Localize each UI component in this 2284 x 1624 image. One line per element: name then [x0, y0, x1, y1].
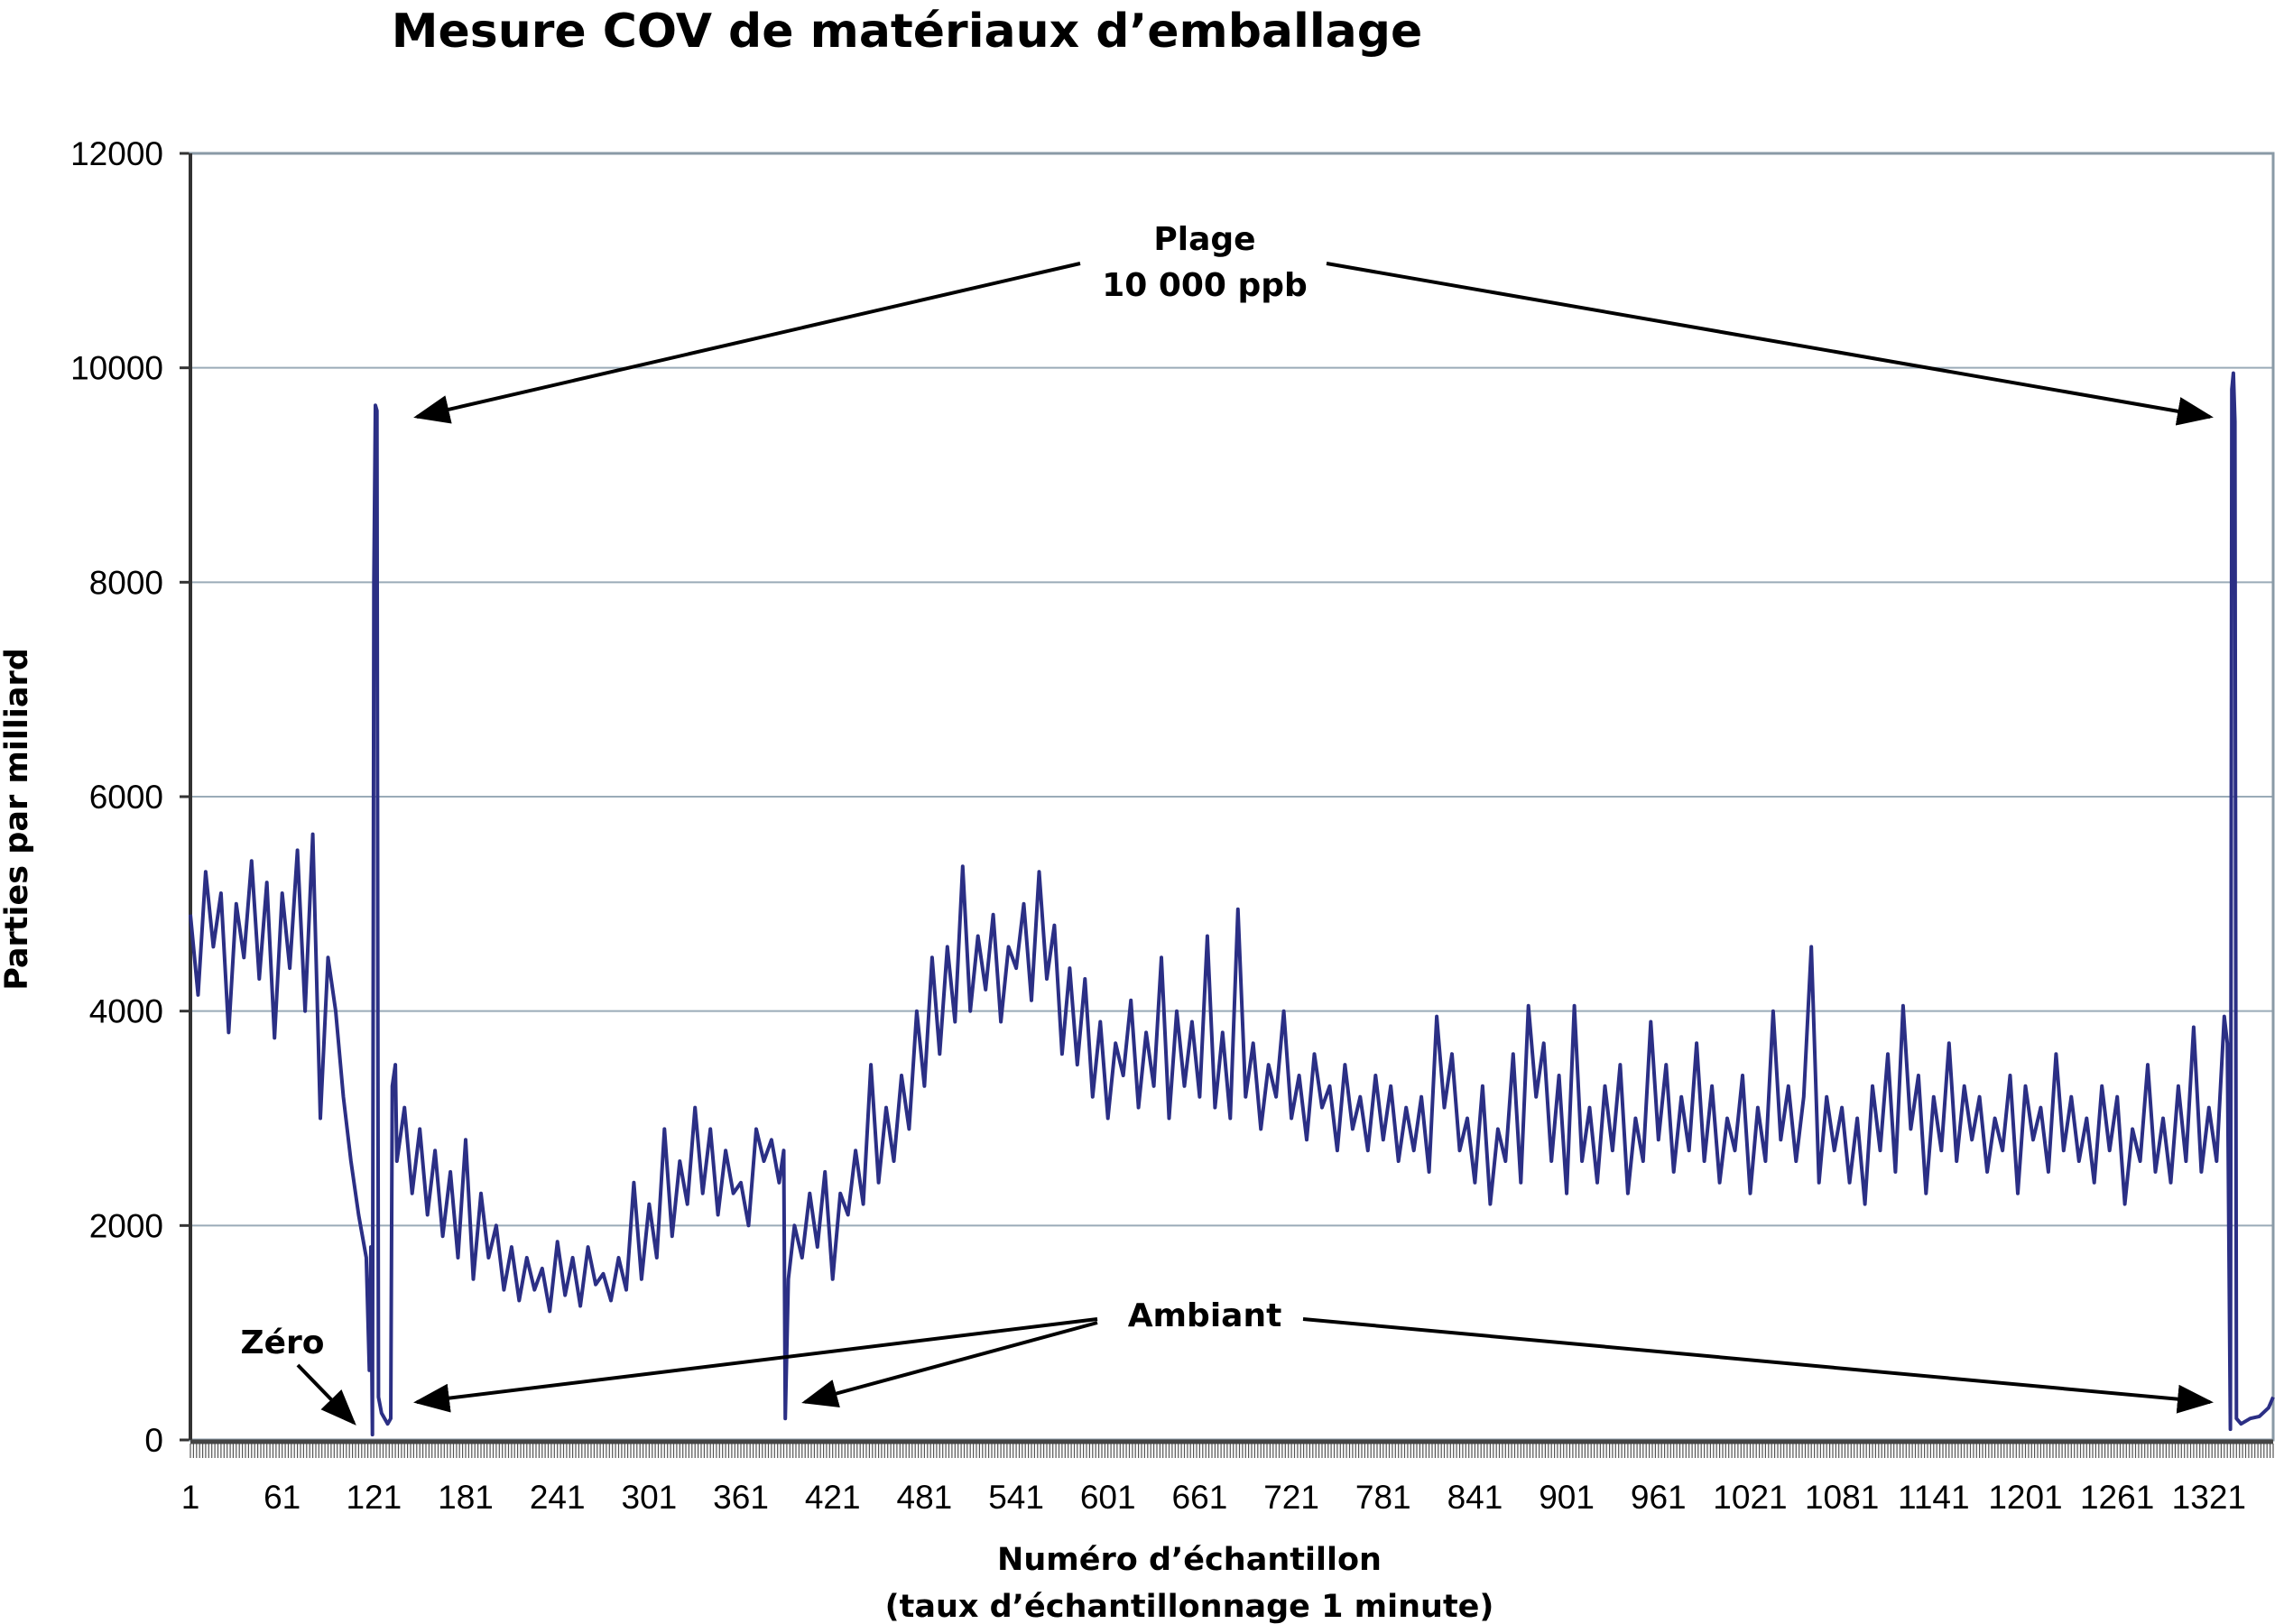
annotation-plage-line2: 10 000 ppb [1102, 267, 1308, 304]
gridlines [190, 366, 2273, 1227]
annotation-zero: Zéro [240, 1324, 356, 1426]
x-tick-label: 841 [1447, 1479, 1503, 1516]
x-tick-label: 1141 [1898, 1479, 1970, 1516]
x-axis-subtitle: (taux d’échantillonnage 1 minute) [885, 1589, 1494, 1624]
arrow-ambiant-2 [801, 1321, 1098, 1408]
annotation-ambiant-label: Ambiant [1128, 1297, 1282, 1334]
y-tick-label: 0 [144, 1422, 163, 1459]
x-tick-label: 481 [897, 1479, 953, 1516]
x-tick-label: 421 [805, 1479, 861, 1516]
x-tick-label: 961 [1631, 1479, 1687, 1516]
arrow-ambiant-1 [413, 1317, 1098, 1413]
x-tick-label: 661 [1172, 1479, 1228, 1516]
x-tick-label: 121 [346, 1479, 402, 1516]
x-tick-label: 1081 [1805, 1479, 1879, 1516]
x-tick-label: 1201 [1988, 1479, 2062, 1516]
x-tick-label: 61 [264, 1479, 301, 1516]
x-tick-label: 1261 [2080, 1479, 2154, 1516]
series-line [189, 371, 2275, 1437]
x-tick-label: 1 [181, 1479, 200, 1516]
x-tick-label: 1021 [1713, 1479, 1787, 1516]
x-tick-label: 601 [1080, 1479, 1136, 1516]
x-tick-label: 901 [1539, 1479, 1595, 1516]
x-tick-label: 721 [1263, 1479, 1319, 1516]
x-tick-label: 241 [530, 1479, 586, 1516]
arrow-ambiant-3 [1302, 1317, 2214, 1414]
arrow-zero [296, 1363, 356, 1426]
y-tick-label: 6000 [89, 779, 163, 816]
y-axis-ticks: 0 2000 4000 6000 8000 10000 12000 [70, 135, 190, 1459]
x-tick-label: 301 [622, 1479, 678, 1516]
x-tick-label: 1321 [2172, 1479, 2246, 1516]
chart-title: Mesure COV de matériaux d’emballage [392, 5, 1423, 59]
x-axis-ticks: 1 61 121 181 241 301 361 421 481 541 601 661 721 781 8… [181, 1444, 2274, 1516]
annotation-plage: Plage 10 000 ppb [413, 221, 2214, 426]
y-tick-label: 8000 [89, 564, 163, 601]
x-minor-ticks [190, 1444, 2274, 1458]
x-tick-label: 361 [713, 1479, 769, 1516]
y-tick-label: 12000 [70, 135, 163, 172]
y-tick-label: 4000 [89, 993, 163, 1030]
annotation-ambiant: Ambiant [413, 1297, 2214, 1414]
arrow-plage-left [413, 262, 1081, 424]
x-tick-label: 541 [988, 1479, 1044, 1516]
x-axis-title: Numéro d’échantillon [997, 1542, 1382, 1578]
y-axis-title: Parties par milliard [0, 648, 35, 991]
y-tick-label: 2000 [89, 1207, 163, 1244]
y-tick-label: 10000 [70, 350, 163, 387]
annotation-plage-line1: Plage [1153, 221, 1255, 258]
annotation-zero-label: Zéro [240, 1324, 324, 1361]
x-tick-label: 781 [1355, 1479, 1411, 1516]
arrow-plage-right [1326, 262, 2214, 426]
x-tick-label: 181 [438, 1479, 494, 1516]
